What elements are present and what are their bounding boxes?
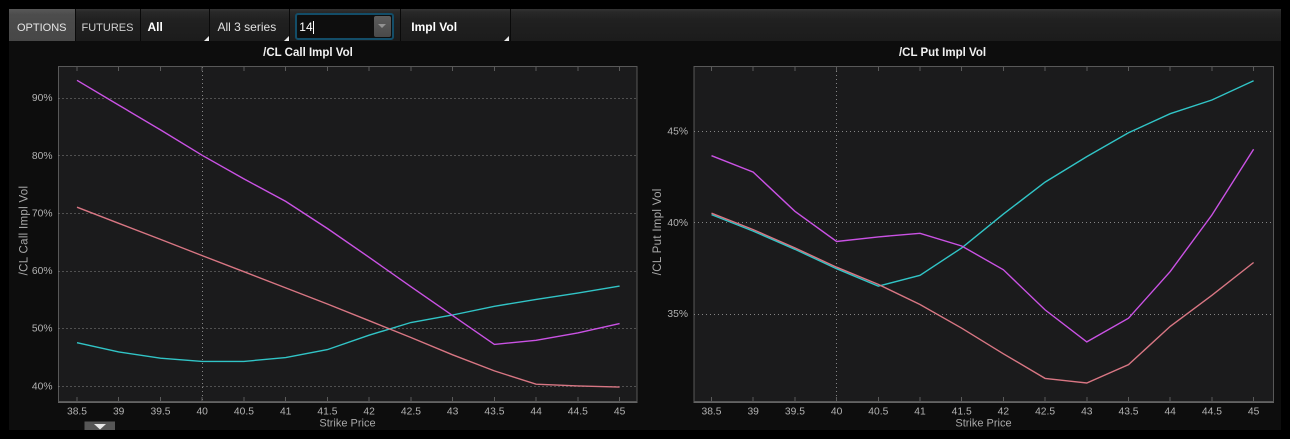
svg-text:39: 39: [747, 407, 759, 418]
svg-text:42.5: 42.5: [1035, 407, 1055, 418]
svg-text:/CL Put Impl Vol: /CL Put Impl Vol: [652, 188, 664, 275]
svg-text:38.5: 38.5: [701, 407, 721, 418]
svg-text:35%: 35%: [667, 309, 688, 320]
svg-text:50%: 50%: [32, 324, 53, 335]
svg-text:40%: 40%: [32, 381, 53, 392]
svg-text:80%: 80%: [32, 151, 53, 162]
svg-text:41: 41: [914, 407, 926, 418]
svg-text:41: 41: [280, 407, 292, 418]
svg-text:39.5: 39.5: [785, 407, 805, 418]
svg-text:45: 45: [1248, 407, 1260, 418]
svg-text:44.5: 44.5: [568, 407, 588, 418]
svg-text:Strike Price: Strike Price: [319, 418, 375, 430]
svg-text:42: 42: [998, 407, 1010, 418]
svg-text:38.5: 38.5: [67, 407, 87, 418]
svg-text:45%: 45%: [667, 127, 688, 138]
svg-text:44: 44: [530, 407, 542, 418]
svg-text:Strike Price: Strike Price: [955, 418, 1011, 430]
svg-text:90%: 90%: [32, 93, 53, 104]
svg-text:43.5: 43.5: [484, 407, 504, 418]
svg-text:/CL Call Impl Vol: /CL Call Impl Vol: [263, 47, 353, 59]
svg-text:/CL Put Impl Vol: /CL Put Impl Vol: [899, 47, 986, 59]
svg-text:40: 40: [831, 407, 843, 418]
svg-text:40: 40: [196, 407, 208, 418]
svg-text:43: 43: [447, 407, 459, 418]
svg-text:60%: 60%: [32, 266, 53, 277]
svg-text:43: 43: [1081, 407, 1093, 418]
svg-text:44.5: 44.5: [1202, 407, 1222, 418]
svg-text:41.5: 41.5: [317, 407, 337, 418]
svg-text:42: 42: [363, 407, 375, 418]
svg-text:42.5: 42.5: [401, 407, 421, 418]
svg-text:44: 44: [1164, 407, 1176, 418]
svg-text:45: 45: [614, 407, 626, 418]
svg-text:39.5: 39.5: [150, 407, 170, 418]
svg-text:41.5: 41.5: [952, 407, 972, 418]
svg-text:40.5: 40.5: [868, 407, 888, 418]
svg-text:39: 39: [113, 407, 125, 418]
svg-text:40.5: 40.5: [234, 407, 254, 418]
svg-text:43.5: 43.5: [1118, 407, 1138, 418]
svg-text:70%: 70%: [32, 208, 53, 219]
svg-text:40%: 40%: [667, 218, 688, 229]
svg-text:/CL Call Impl Vol: /CL Call Impl Vol: [18, 186, 30, 276]
